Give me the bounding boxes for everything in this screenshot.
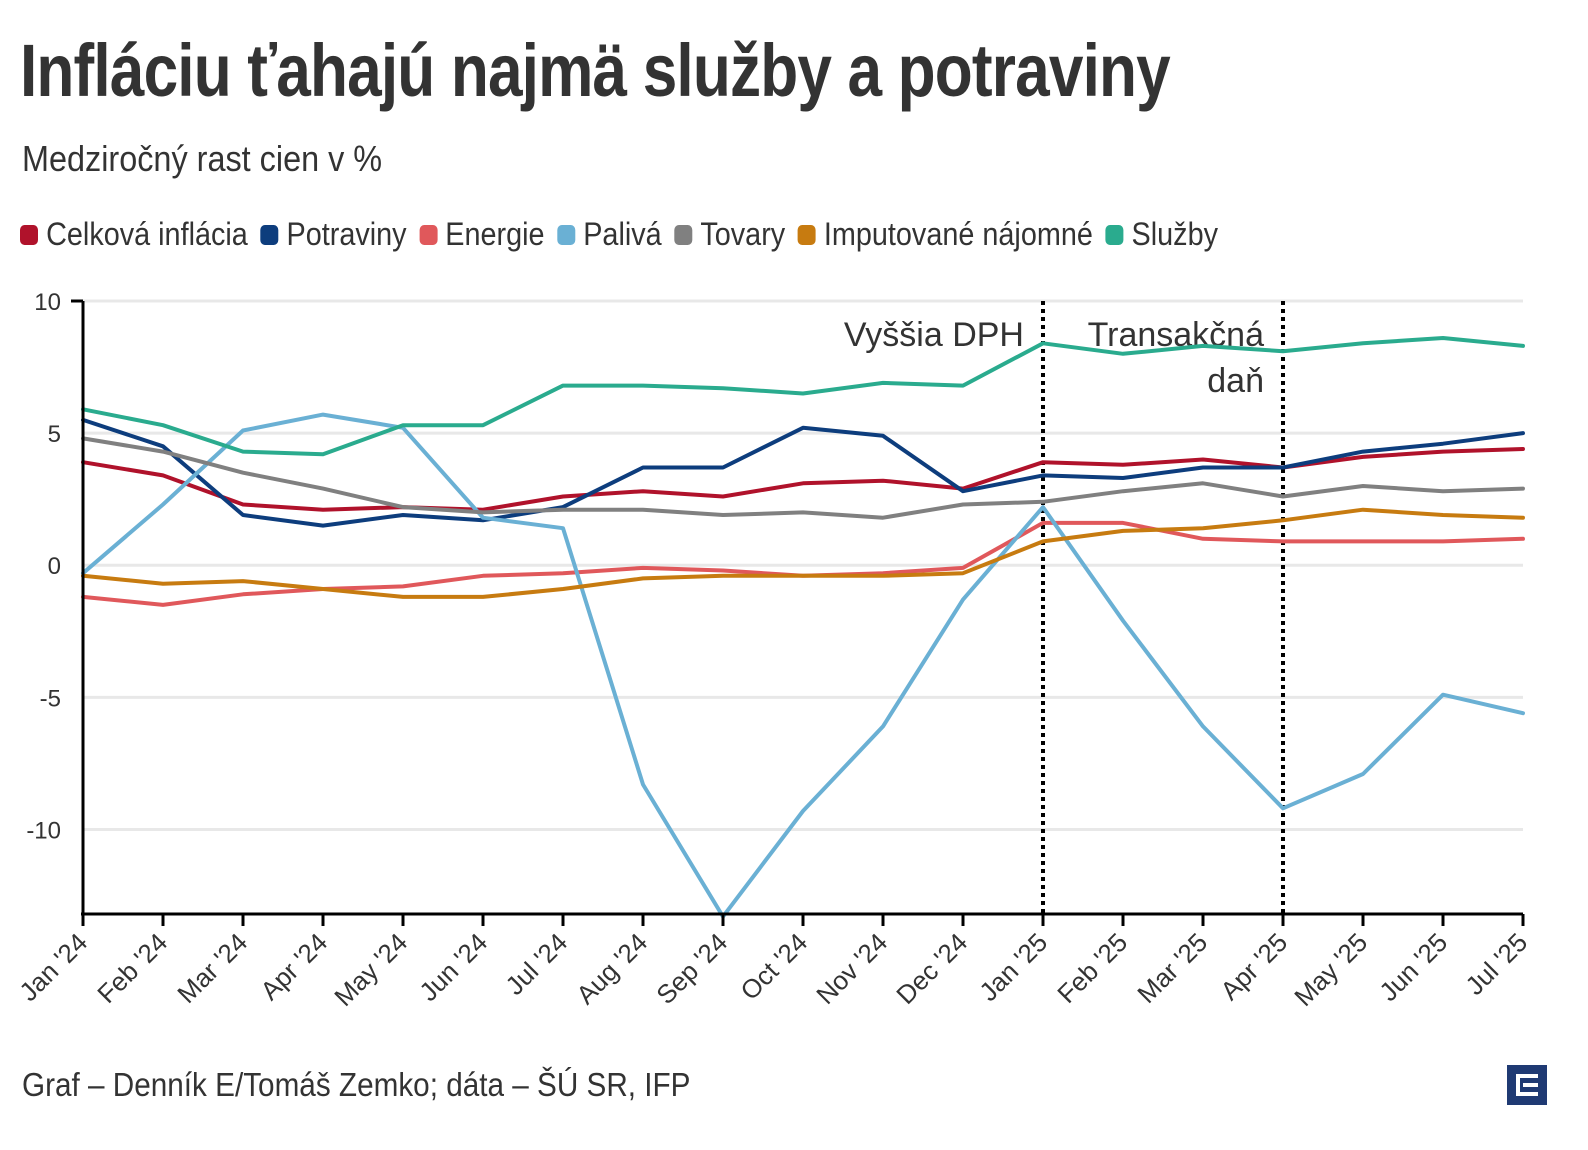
series-line (81, 436, 1525, 520)
chart-legend: Celková inflácia Potraviny Energie Palivá To… (20, 216, 1231, 253)
x-tick-label: Jul '24 (499, 927, 573, 1001)
legend-item: Celková inflácia (20, 216, 248, 253)
x-tick-label: Feb '25 (1051, 927, 1133, 1009)
legend-swatch (1105, 224, 1124, 245)
chart-title: Infláciu ťahajú najmä služby a potraviny (20, 29, 1171, 112)
x-tick-label: Dec '24 (890, 927, 973, 1010)
legend-swatch (419, 224, 438, 245)
x-tick-label: Jun '24 (413, 927, 493, 1007)
legend-item: Imputované nájomné (797, 216, 1093, 253)
legend-label: Služby (1131, 216, 1218, 252)
legend-item: Tovary (674, 216, 785, 253)
legend-item: Potraviny (260, 216, 407, 253)
x-tick-label: Jul '25 (1459, 927, 1533, 1001)
series-line (81, 336, 1525, 457)
legend-item: Palivá (557, 216, 662, 253)
legend-label: Potraviny (286, 216, 407, 252)
series-line (81, 412, 1525, 919)
source-credit: Graf – Denník E/Tomáš Zemko; dáta – ŠÚ S… (22, 1066, 691, 1103)
y-tick-label: 5 (48, 421, 61, 448)
legend-item: Energie (419, 216, 545, 253)
legend-label: Energie (445, 216, 545, 252)
x-tick-label: Feb '24 (91, 927, 173, 1009)
legend-label: Celková inflácia (46, 216, 248, 252)
x-tick-label: Sep '24 (650, 927, 733, 1010)
x-tick-label: Nov '24 (810, 927, 893, 1010)
x-tick-label: Jan '24 (13, 927, 93, 1007)
legend-label: Palivá (583, 216, 662, 252)
legend-swatch (260, 224, 279, 245)
legend-item: Služby (1105, 216, 1218, 253)
x-tick-label: Aug '24 (570, 927, 653, 1010)
series-line (81, 417, 1525, 528)
x-tick-label: Oct '24 (734, 927, 813, 1006)
x-tick-label: May '25 (1288, 927, 1373, 1012)
x-tick-label: Mar '25 (1131, 927, 1213, 1009)
x-tick-label: Mar '24 (171, 927, 253, 1009)
y-tick-label: 10 (34, 289, 61, 316)
annotation-label: Vyššia DPH (844, 316, 1024, 354)
y-tick-label: -10 (26, 817, 61, 844)
denník-e-logo-icon (1507, 1065, 1547, 1105)
chart-subtitle: Medziročný rast cien v % (22, 138, 383, 179)
x-tick-label: Jan '25 (973, 927, 1053, 1007)
series-line (81, 447, 1525, 512)
x-tick-label: May '24 (328, 927, 413, 1012)
series-line (81, 507, 1525, 599)
legend-label: Tovary (700, 216, 786, 252)
x-tick-label: Jun '25 (1373, 927, 1453, 1007)
annotation-label: daň (1207, 362, 1264, 400)
legend-swatch (20, 224, 38, 245)
legend-swatch (797, 224, 816, 245)
x-tick-label: Apr '25 (1214, 927, 1293, 1006)
y-tick-label: -5 (40, 685, 61, 712)
legend-swatch (557, 224, 576, 245)
legend-label: Imputované nájomné (823, 216, 1093, 252)
x-tick-label: Apr '24 (254, 927, 333, 1006)
logo-glyph (1516, 1074, 1538, 1096)
legend-swatch (674, 224, 693, 245)
y-tick-label: 0 (48, 553, 61, 580)
